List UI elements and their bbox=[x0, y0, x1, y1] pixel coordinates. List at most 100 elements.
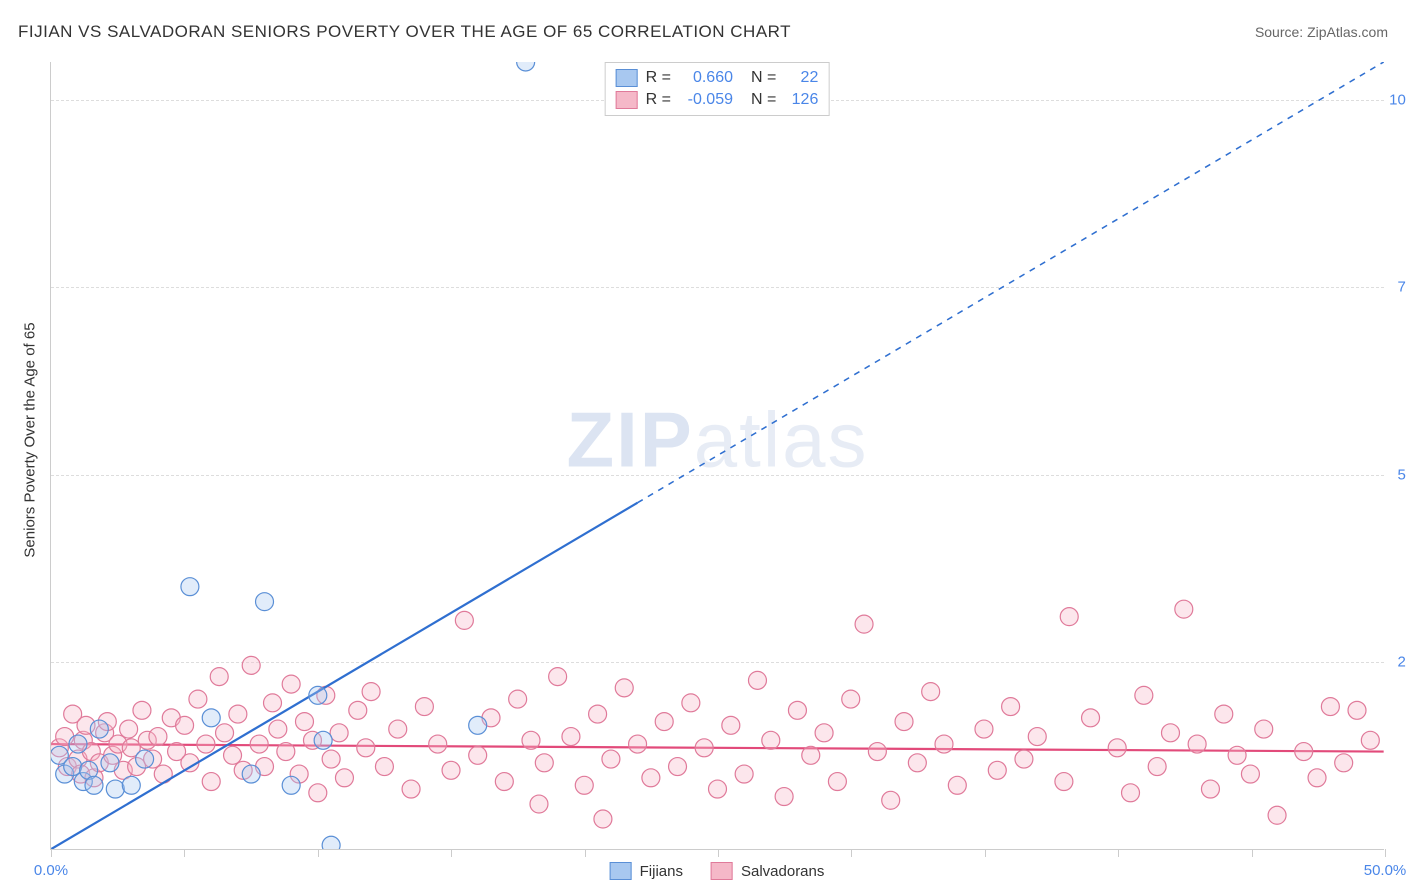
x-tick bbox=[1385, 849, 1386, 857]
data-point bbox=[335, 769, 353, 787]
legend-label: Salvadorans bbox=[741, 863, 824, 880]
data-point bbox=[242, 765, 260, 783]
data-point bbox=[309, 784, 327, 802]
stats-swatch bbox=[616, 69, 638, 87]
data-point bbox=[682, 694, 700, 712]
data-point bbox=[1002, 698, 1020, 716]
data-point bbox=[1295, 743, 1313, 761]
data-point bbox=[935, 735, 953, 753]
stats-r-label: R = bbox=[646, 69, 671, 87]
data-point bbox=[815, 724, 833, 742]
data-point bbox=[322, 750, 340, 768]
data-point bbox=[389, 720, 407, 738]
data-point bbox=[269, 720, 287, 738]
stats-r-label: R = bbox=[646, 91, 671, 109]
data-point bbox=[575, 776, 593, 794]
legend-item: Fijians bbox=[610, 862, 683, 880]
data-point bbox=[469, 716, 487, 734]
y-tick-label: 75.0% bbox=[1397, 279, 1406, 296]
data-point bbox=[549, 668, 567, 686]
data-point bbox=[1201, 780, 1219, 798]
plot-frame: ZIPatlas 25.0%50.0%75.0%100.0%0.0%50.0% bbox=[50, 62, 1384, 850]
data-point bbox=[495, 773, 513, 791]
chart-header: FIJIAN VS SALVADORAN SENIORS POVERTY OVE… bbox=[18, 22, 1388, 42]
data-point bbox=[415, 698, 433, 716]
data-point bbox=[442, 761, 460, 779]
x-tick bbox=[51, 849, 52, 857]
legend-item: Salvadorans bbox=[711, 862, 824, 880]
data-point bbox=[136, 750, 154, 768]
data-point bbox=[642, 769, 660, 787]
data-point bbox=[562, 728, 580, 746]
stats-n-label: N = bbox=[751, 69, 776, 87]
data-point bbox=[429, 735, 447, 753]
x-tick bbox=[1252, 849, 1253, 857]
data-point bbox=[1082, 709, 1100, 727]
data-point bbox=[1348, 701, 1366, 719]
data-point bbox=[629, 735, 647, 753]
data-point bbox=[908, 754, 926, 772]
data-point bbox=[788, 701, 806, 719]
x-tick bbox=[1118, 849, 1119, 857]
data-point bbox=[922, 683, 940, 701]
stats-n-value: 22 bbox=[784, 69, 818, 87]
data-point bbox=[615, 679, 633, 697]
data-point bbox=[1015, 750, 1033, 768]
data-point bbox=[842, 690, 860, 708]
chart-area: ZIPatlas 25.0%50.0%75.0%100.0%0.0%50.0% … bbox=[50, 62, 1384, 850]
data-point bbox=[189, 690, 207, 708]
data-point bbox=[133, 701, 151, 719]
x-tick-label: 50.0% bbox=[1364, 862, 1406, 879]
data-point bbox=[948, 776, 966, 794]
data-point bbox=[349, 701, 367, 719]
x-tick bbox=[451, 849, 452, 857]
data-point bbox=[202, 709, 220, 727]
data-point bbox=[1215, 705, 1233, 723]
data-point bbox=[122, 776, 140, 794]
data-point bbox=[216, 724, 234, 742]
data-point bbox=[669, 758, 687, 776]
data-point bbox=[90, 720, 108, 738]
trend-line-dashed bbox=[638, 62, 1384, 503]
x-tick bbox=[851, 849, 852, 857]
legend-swatch bbox=[610, 862, 632, 880]
data-point bbox=[229, 705, 247, 723]
data-point bbox=[330, 724, 348, 742]
data-point bbox=[1268, 806, 1286, 824]
data-point bbox=[181, 578, 199, 596]
data-point bbox=[535, 754, 553, 772]
data-point bbox=[69, 735, 87, 753]
y-tick-label: 100.0% bbox=[1389, 91, 1406, 108]
data-point bbox=[149, 728, 167, 746]
data-point bbox=[264, 694, 282, 712]
data-point bbox=[197, 735, 215, 753]
data-point bbox=[1148, 758, 1166, 776]
x-tick bbox=[718, 849, 719, 857]
data-point bbox=[1161, 724, 1179, 742]
data-point bbox=[295, 713, 313, 731]
data-point bbox=[1060, 608, 1078, 626]
data-point bbox=[1108, 739, 1126, 757]
data-point bbox=[1175, 600, 1193, 618]
data-point bbox=[64, 758, 82, 776]
data-point bbox=[469, 746, 487, 764]
y-tick-label: 25.0% bbox=[1397, 654, 1406, 671]
data-point bbox=[120, 720, 138, 738]
x-tick bbox=[985, 849, 986, 857]
stats-row: R =-0.059N =126 bbox=[616, 89, 819, 111]
data-point bbox=[775, 788, 793, 806]
data-point bbox=[1188, 735, 1206, 753]
x-tick bbox=[184, 849, 185, 857]
data-point bbox=[522, 731, 540, 749]
data-point bbox=[695, 739, 713, 757]
data-point bbox=[224, 746, 242, 764]
x-tick-label: 0.0% bbox=[34, 862, 68, 879]
data-point bbox=[362, 683, 380, 701]
stats-row: R = 0.660 N = 22 bbox=[616, 67, 819, 89]
data-point bbox=[85, 776, 103, 794]
data-point bbox=[868, 743, 886, 761]
data-point bbox=[517, 62, 535, 71]
data-point bbox=[106, 780, 124, 798]
x-tick bbox=[585, 849, 586, 857]
stats-r-value: 0.660 bbox=[679, 69, 733, 87]
